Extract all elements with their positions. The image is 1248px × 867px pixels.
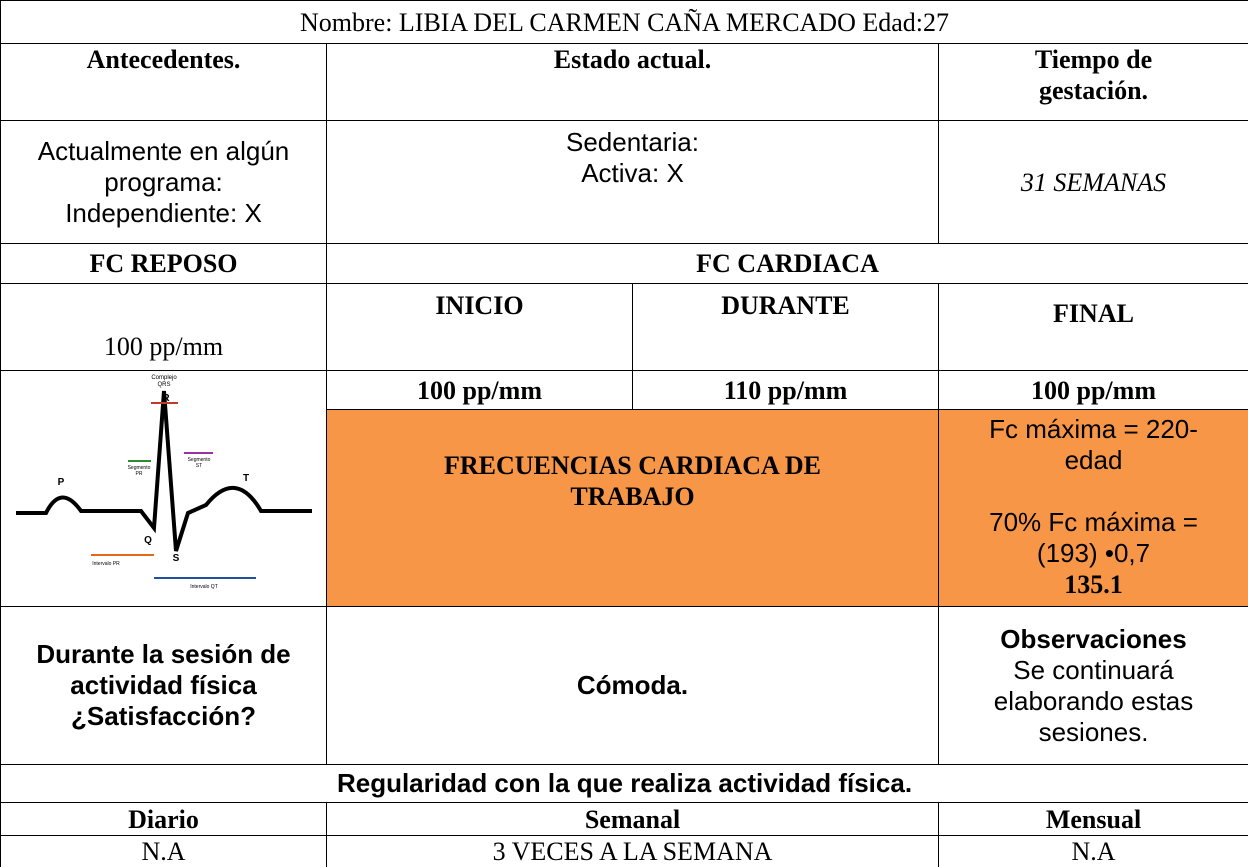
cell: 100 pp/mm <box>0 283 327 371</box>
cell: N.A <box>937 835 1248 867</box>
ecg-cell: Complejo QRS R P T Q S Segmento PR Segme… <box>0 370 327 607</box>
ecg-label: ST <box>195 463 201 469</box>
text-line: Independiente: X <box>65 197 262 228</box>
text-line: 135.1 <box>1064 570 1123 599</box>
text-line: elaborando estas <box>993 685 1194 716</box>
header: FINAL <box>937 283 1248 371</box>
text-line: Fc máxima = 220- <box>989 414 1198 444</box>
row: Nombre: LIBIA DEL CARMEN CAÑA MERCADO Ed… <box>0 0 1248 44</box>
header: Mensual <box>937 802 1248 836</box>
highlight-cell: FRECUENCIAS CARDIACA DE TRABAJO <box>326 409 939 607</box>
header: FC REPOSO <box>0 243 327 284</box>
text-line: Activa: X <box>581 158 684 188</box>
text-line: Durante la sesión de <box>36 639 291 669</box>
cell: Actualmente en algún programa: Independien… <box>0 120 327 244</box>
cell: 110 pp/mm <box>632 370 939 410</box>
text-line: 70% Fc máxima = <box>989 507 1198 537</box>
text-line: programa: <box>104 166 223 197</box>
title: Nombre: LIBIA DEL CARMEN CAÑA MERCADO Ed… <box>0 0 1248 44</box>
header: DURANTE <box>632 283 939 371</box>
header: Estado actual. <box>326 43 939 121</box>
row: FC REPOSO FC CARDIACA <box>0 243 1248 284</box>
cell: 3 VECES A LA SEMANA <box>326 835 939 867</box>
cell: N.A <box>0 835 327 867</box>
text-line: Actualmente en algún <box>37 135 290 166</box>
header: Semanal <box>326 802 939 836</box>
text-line: Se continuará <box>1013 654 1174 685</box>
ecg-label: T <box>242 473 248 484</box>
row: Actualmente en algún programa: Independien… <box>0 120 1248 244</box>
header: Diario <box>0 802 327 836</box>
header: Antecedentes. <box>0 43 327 121</box>
ecg-label: Complejo <box>151 375 177 381</box>
ecg-label: PR <box>135 471 142 477</box>
text-line: edad <box>1064 445 1123 475</box>
row: Complejo QRS R P T Q S Segmento PR Segme… <box>0 370 1248 607</box>
ecg-label: S <box>172 553 179 564</box>
text-line: TRABAJO <box>570 482 695 511</box>
text-line: Sedentaria: <box>566 127 699 157</box>
ecg-label: Intervalo QT <box>190 584 218 590</box>
cell: Observaciones Se continuará elaborando est… <box>937 606 1248 765</box>
ecg-label: QRS <box>157 382 170 388</box>
row: Antecedentes. Estado actual. Tiempo de ge… <box>0 43 1248 121</box>
ecg-label: Segmento <box>187 457 210 463</box>
text-line: ¿Satisfacción? <box>71 701 256 731</box>
cell: Cómoda. <box>326 606 939 765</box>
ecg-label: Segmento <box>127 465 150 471</box>
ecg-wave <box>15 390 312 552</box>
header: FC CARDIACA <box>325 243 1248 284</box>
cell: 100 pp/mm <box>326 370 633 410</box>
cell: 31 SEMANAS <box>937 120 1248 244</box>
text-line: (193) •0,7 <box>1036 538 1151 568</box>
text-line: gestación. <box>1038 76 1149 105</box>
text-line: sesiones. <box>1038 716 1149 747</box>
ecg-label: P <box>57 477 64 488</box>
text-line: actividad física <box>70 670 257 700</box>
cell: 100 pp/mm <box>937 370 1248 410</box>
row: N.A 3 VECES A LA SEMANA N.A <box>0 835 1248 867</box>
header: Tiempo de gestación. <box>937 43 1248 121</box>
text-line: FRECUENCIAS CARDIACA DE <box>443 451 822 480</box>
cell: Sedentaria: Activa: X <box>326 120 939 244</box>
header: Regularidad con la que realiza actividad… <box>0 764 1248 803</box>
ecg-label: R <box>162 393 170 404</box>
header: INICIO <box>326 283 633 371</box>
cell: Durante la sesión de actividad física ¿Sat… <box>0 606 327 765</box>
row: Regularidad con la que realiza actividad… <box>0 764 1248 803</box>
ecg-label: Intervalo PR <box>92 561 120 567</box>
highlight-cell: Fc máxima = 220- edad 70% Fc máxima = (193)… <box>937 409 1248 607</box>
text-line: Observaciones <box>1000 623 1187 654</box>
row: Durante la sesión de actividad física ¿Sat… <box>0 606 1248 765</box>
row: Diario Semanal Mensual <box>0 802 1248 836</box>
ecg-label: Q <box>144 535 152 546</box>
ecg-diagram: Complejo QRS R P T Q S Segmento PR Segme… <box>15 375 312 590</box>
row: 100 pp/mm INICIO DURANTE FINAL <box>0 283 1248 371</box>
text-line: Tiempo de <box>1034 45 1153 74</box>
